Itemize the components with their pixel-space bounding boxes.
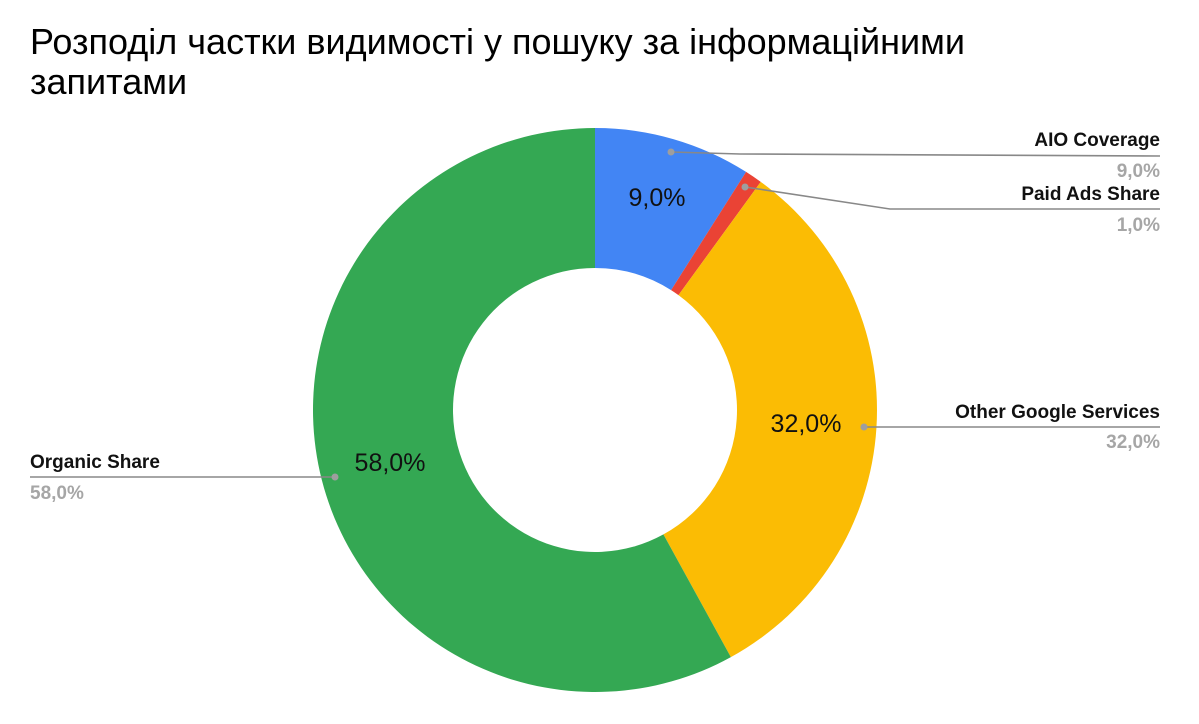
slice-label-organic: 58,0% xyxy=(355,449,426,477)
slice-aio xyxy=(595,128,747,291)
legend-value-paid: 1,0% xyxy=(1117,215,1160,236)
legend-name-paid: Paid Ads Share xyxy=(1021,184,1160,205)
legend-name-other: Other Google Services xyxy=(955,402,1160,423)
legend-name-aio: AIO Coverage xyxy=(1034,130,1160,151)
slice-other xyxy=(663,181,877,658)
callout-dot-organic xyxy=(331,473,339,481)
legend-value-organic: 58,0% xyxy=(30,483,84,504)
slice-organic xyxy=(312,128,731,692)
callout-dot-other xyxy=(860,423,868,431)
callout-dot-aio xyxy=(667,148,675,156)
callout-line-paid xyxy=(744,186,1160,210)
legend-value-other: 32,0% xyxy=(1106,432,1160,453)
slice-paid xyxy=(671,171,761,296)
slice-label-aio: 9,0% xyxy=(629,184,686,212)
donut-slices xyxy=(312,128,877,692)
callout-lines xyxy=(30,151,1161,478)
legend-name-organic: Organic Share xyxy=(30,452,160,473)
slice-label-other: 32,0% xyxy=(771,410,842,438)
callout-dot-paid xyxy=(741,183,749,191)
callout-line-aio xyxy=(670,151,1161,157)
legend-value-aio: 9,0% xyxy=(1117,161,1160,182)
callout-dots xyxy=(331,148,868,481)
chart-title: Розподіл частки видимості у пошуку за ін… xyxy=(30,21,965,102)
